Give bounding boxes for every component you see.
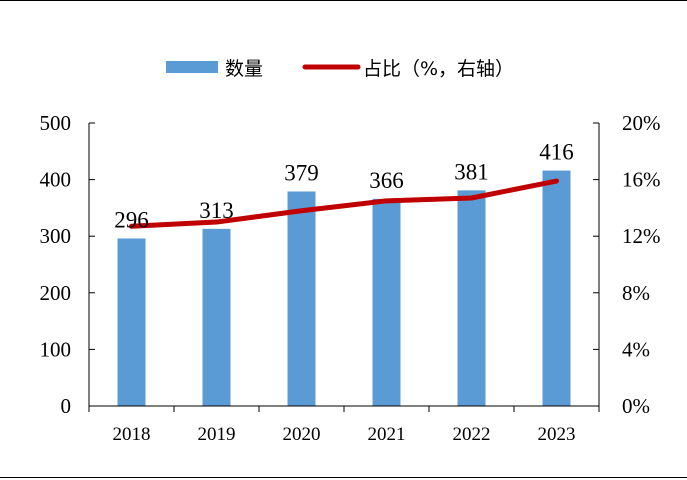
data-labels: 296 313 379 366 381 416	[114, 140, 574, 233]
y-left-tick-label: 500	[40, 111, 72, 135]
y-left-tick-label: 200	[40, 281, 72, 305]
y-right-tick-label: 20%	[622, 111, 661, 135]
bar-2021	[372, 198, 401, 406]
y-right-tick-label: 12%	[622, 224, 661, 248]
y-left-tick-label: 400	[40, 168, 72, 192]
bar-2022	[457, 190, 486, 406]
share-line	[129, 178, 559, 229]
bar-data-label: 379	[284, 160, 319, 185]
legend-swatch-bars	[166, 61, 218, 73]
legend-label-line: 占比（%，右轴）	[363, 58, 514, 80]
x-tick-label: 2023	[538, 424, 576, 445]
x-tick-label: 2022	[453, 424, 491, 445]
y-right-tick-label: 16%	[622, 168, 661, 192]
line-series	[129, 178, 559, 229]
bar-data-label: 296	[114, 207, 149, 232]
y-right-tick-label: 4%	[622, 337, 650, 361]
bar-data-label: 381	[454, 159, 489, 184]
bar-2018	[117, 238, 146, 406]
bar-2020	[287, 191, 316, 406]
x-tick-label: 2019	[198, 424, 236, 445]
bar-2023	[542, 170, 571, 406]
top-rule	[0, 0, 687, 1]
bar-2019	[202, 228, 231, 406]
legend: 数量 占比（%，右轴）	[166, 58, 514, 80]
bar-group	[117, 170, 571, 406]
bar-data-label: 313	[199, 198, 234, 223]
axes: 0 100 200 300 400 500 0% 4% 8% 12% 16% 20% 2018 2019 2…	[40, 111, 661, 445]
y-left-tick-label: 0	[61, 394, 72, 418]
legend-label-bars: 数量	[225, 58, 263, 80]
bar-data-label: 416	[539, 140, 574, 165]
x-tick-label: 2020	[283, 424, 321, 445]
x-tick-label: 2021	[368, 424, 406, 445]
bar-data-label: 366	[369, 168, 404, 193]
y-right-tick-label: 8%	[622, 281, 650, 305]
y-right-tick-label: 0%	[622, 394, 650, 418]
x-tick-label: 2018	[113, 424, 151, 445]
y-left-tick-label: 100	[40, 337, 72, 361]
y-left-tick-label: 300	[40, 224, 72, 248]
bottom-rule	[0, 477, 687, 478]
